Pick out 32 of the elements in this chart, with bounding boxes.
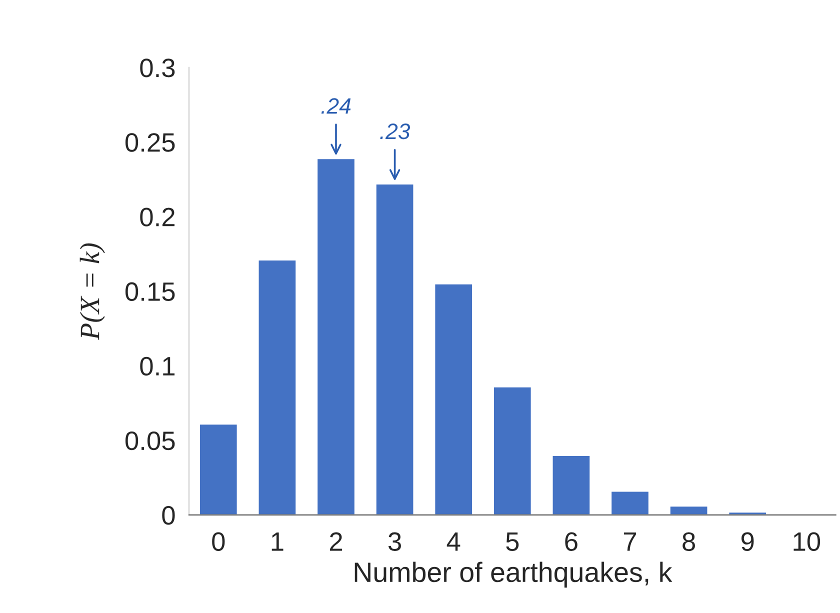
x-tick-label: 8: [682, 532, 695, 551]
x-tick-label: 5: [506, 532, 519, 551]
y-tick-label: 0.25: [125, 133, 175, 152]
x-axis-title: Number of earthquakes, k: [354, 562, 672, 588]
x-tick-label: 1: [272, 532, 284, 551]
bar: [198, 423, 238, 515]
y-axis-title: P(X = k): [80, 243, 106, 340]
x-tick-label: 4: [446, 532, 460, 551]
annotation: .23: [380, 124, 410, 140]
y-tick-label: 0.15: [125, 282, 175, 301]
x-tick-label: 2: [330, 532, 342, 551]
bar: [316, 158, 356, 515]
y-tick-label: 0: [162, 506, 175, 525]
annotation: .24: [321, 98, 351, 114]
x-tick-label: 6: [565, 532, 578, 551]
x-tick-label: 9: [742, 532, 754, 551]
y-tick-label: 0.3: [140, 58, 175, 78]
bar: [434, 283, 474, 515]
y-tick-label: 0.2: [140, 208, 174, 226]
bar: [551, 454, 592, 515]
y-tick-label: 0.1: [140, 356, 175, 376]
bar: [257, 259, 298, 515]
bar: [668, 505, 709, 515]
x-tick-label: 3: [388, 532, 401, 551]
x-tick-label: 10: [794, 532, 820, 551]
bar: [374, 183, 415, 515]
x-tick-label: 0: [212, 532, 225, 551]
x-tick-label: 7: [624, 532, 636, 551]
bar: [610, 490, 650, 515]
y-tick-label: 0.05: [125, 431, 175, 450]
bar: [492, 386, 532, 515]
bar: [728, 511, 768, 515]
